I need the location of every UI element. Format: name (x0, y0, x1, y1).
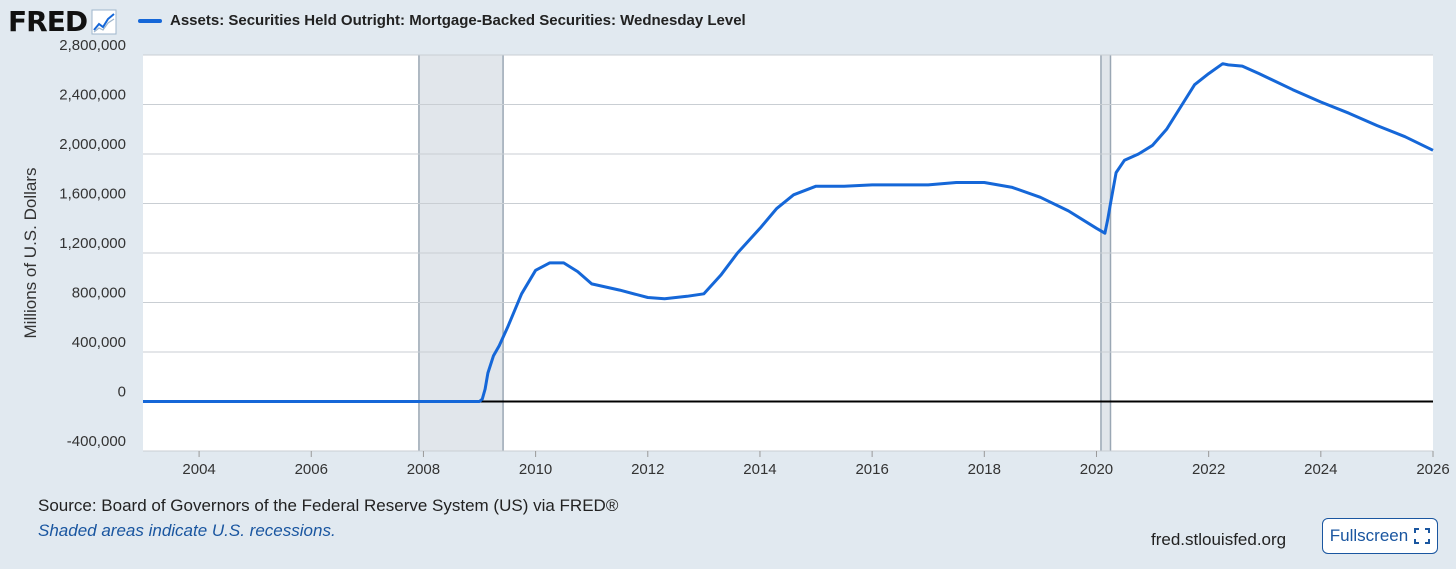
x-tick-labels: 2004 2006 2008 2010 2012 2014 2016 2018 2020 2022… (182, 451, 1450, 478)
fred-logo-text: FRED (8, 5, 88, 38)
y-tick-label: 1,200,000 (59, 235, 126, 252)
chart: -400,000 0 400,000 800,000 1,200,000 1,600,00… (21, 37, 1450, 478)
trend-line-icon (91, 9, 117, 35)
recession-note: Shaded areas indicate U.S. recessions. (38, 521, 336, 540)
x-tick-label: 2006 (295, 461, 328, 478)
expand-icon (1414, 528, 1431, 544)
series-line (143, 62, 1434, 403)
x-tick-label: 2022 (1192, 461, 1225, 478)
chart-legend: Assets: Securities Held Outright: Mortga… (138, 12, 746, 29)
x-tick-label: 2018 (968, 461, 1001, 478)
legend-label: Assets: Securities Held Outright: Mortga… (170, 12, 746, 29)
x-tick-label: 2004 (182, 461, 215, 478)
x-tick-label: 2008 (407, 461, 440, 478)
site-link[interactable]: fred.stlouisfed.org (1151, 530, 1287, 549)
x-tick-label: 2010 (519, 461, 552, 478)
x-tick-label: 2016 (855, 461, 888, 478)
x-tick-label: 2020 (1080, 461, 1113, 478)
fullscreen-label: Fullscreen (1329, 526, 1409, 545)
y-tick-label: 400,000 (72, 334, 126, 351)
x-tick-label: 2014 (743, 461, 776, 478)
x-tick-label: 2026 (1416, 461, 1449, 478)
legend-swatch (138, 18, 162, 23)
y-tick-label: 0 (118, 384, 126, 401)
x-tick-label: 2024 (1304, 461, 1337, 478)
y-tick-label: 2,800,000 (59, 37, 126, 54)
fred-logo[interactable]: FRED (8, 6, 117, 38)
y-tick-label: 1,600,000 (59, 186, 126, 203)
y-tick-labels: -400,000 0 400,000 800,000 1,200,000 1,600,00… (59, 37, 126, 450)
y-tick-label: -400,000 (67, 433, 126, 450)
y-axis-label: Millions of U.S. Dollars (21, 168, 40, 339)
source-text: Source: Board of Governors of the Federa… (38, 496, 619, 515)
y-tick-label: 2,000,000 (59, 136, 126, 153)
y-tick-label: 2,400,000 (59, 87, 126, 104)
y-tick-label: 800,000 (72, 285, 126, 302)
fullscreen-button[interactable]: Fullscreen (1322, 518, 1438, 554)
x-tick-label: 2012 (631, 461, 664, 478)
